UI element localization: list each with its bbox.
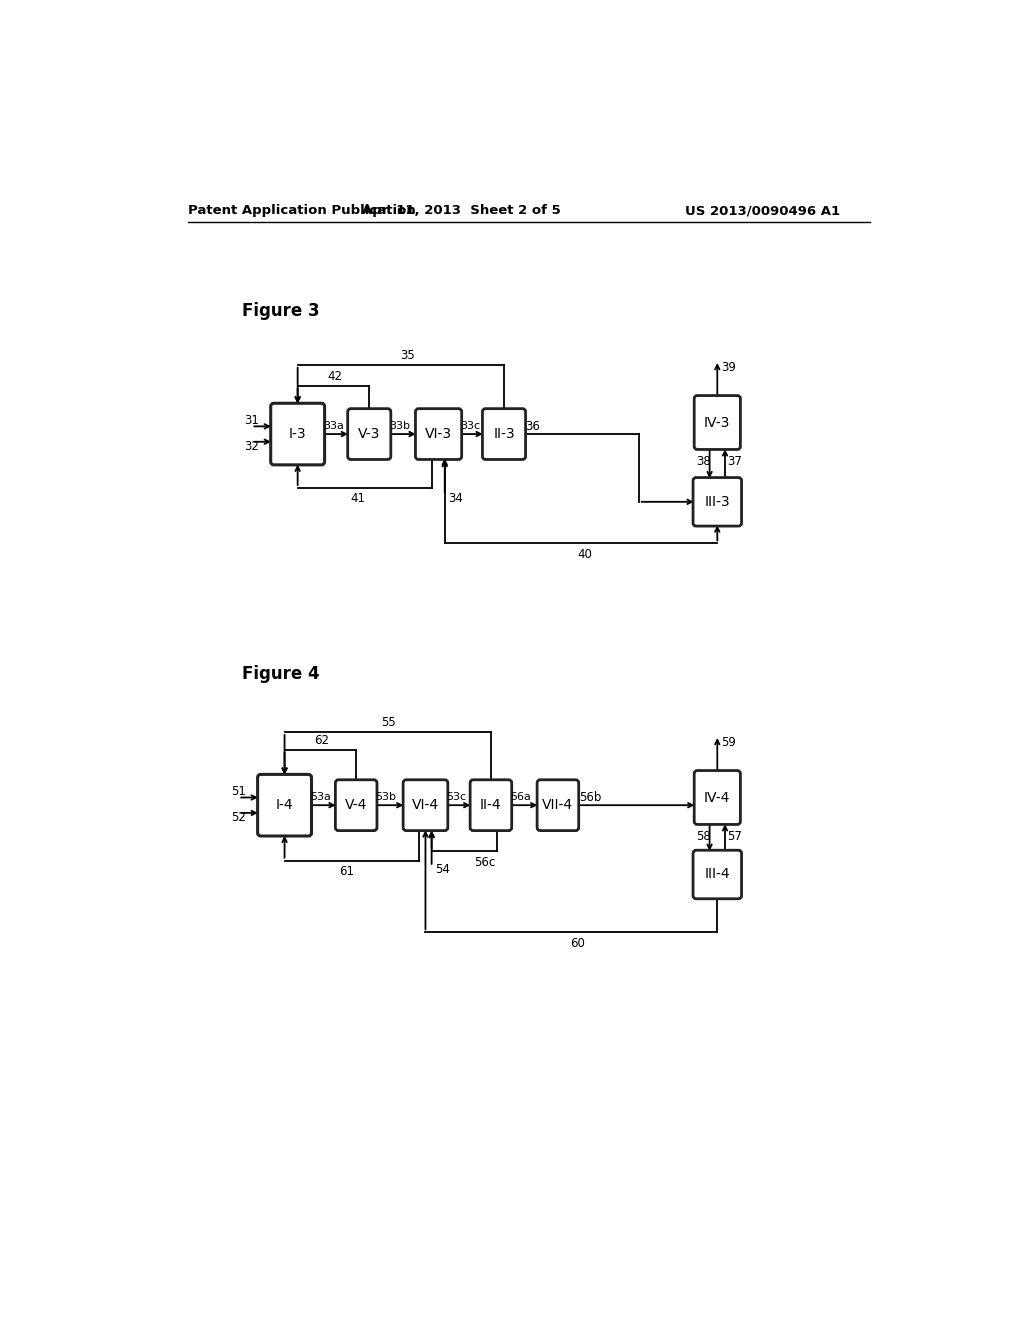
Text: VII-4: VII-4 [543,799,573,812]
Text: 33c: 33c [460,421,480,432]
Text: 60: 60 [569,936,585,949]
Text: 37: 37 [727,455,742,469]
Text: 33b: 33b [389,421,411,432]
Text: 62: 62 [314,734,329,747]
Text: US 2013/0090496 A1: US 2013/0090496 A1 [685,205,840,218]
FancyBboxPatch shape [348,409,391,459]
FancyBboxPatch shape [694,396,740,449]
Text: 61: 61 [339,865,353,878]
Text: 54: 54 [435,863,450,876]
Text: 57: 57 [727,829,742,842]
Text: 36: 36 [525,420,541,433]
Text: 51: 51 [230,785,246,797]
Text: I-4: I-4 [275,799,293,812]
Text: Patent Application Publication: Patent Application Publication [188,205,416,218]
FancyBboxPatch shape [470,780,512,830]
Text: 39: 39 [721,362,736,375]
Text: 31: 31 [245,413,259,426]
FancyBboxPatch shape [336,780,377,830]
Text: 56c: 56c [474,855,496,869]
FancyBboxPatch shape [416,409,462,459]
Text: V-3: V-3 [358,428,381,441]
Text: III-3: III-3 [705,495,730,508]
Text: 59: 59 [721,737,736,750]
Text: 41: 41 [350,492,366,506]
FancyBboxPatch shape [482,409,525,459]
Text: 42: 42 [327,370,342,383]
Text: III-4: III-4 [705,867,730,882]
FancyBboxPatch shape [403,780,447,830]
FancyBboxPatch shape [693,478,741,527]
FancyBboxPatch shape [258,775,311,836]
Text: 53b: 53b [376,792,396,803]
FancyBboxPatch shape [693,850,741,899]
Text: 40: 40 [578,548,592,561]
Text: II-3: II-3 [494,428,515,441]
Text: 38: 38 [695,455,711,469]
Text: 55: 55 [381,717,396,730]
FancyBboxPatch shape [270,404,325,465]
Text: 33a: 33a [323,421,344,432]
Text: Figure 3: Figure 3 [243,302,319,319]
Text: IV-4: IV-4 [705,791,730,804]
Text: 32: 32 [245,440,259,453]
Text: I-3: I-3 [289,428,306,441]
Text: 53a: 53a [310,792,331,803]
Text: 56a: 56a [510,792,531,803]
Text: 35: 35 [400,348,415,362]
Text: 58: 58 [695,829,711,842]
Text: V-4: V-4 [345,799,368,812]
Text: 56b: 56b [579,791,601,804]
Text: 53c: 53c [446,792,466,803]
Text: VI-3: VI-3 [425,428,453,441]
Text: Figure 4: Figure 4 [243,665,319,684]
Text: VI-4: VI-4 [412,799,439,812]
Text: 52: 52 [230,810,246,824]
Text: Apr. 11, 2013  Sheet 2 of 5: Apr. 11, 2013 Sheet 2 of 5 [362,205,561,218]
FancyBboxPatch shape [694,771,740,825]
Text: II-4: II-4 [480,799,502,812]
FancyBboxPatch shape [538,780,579,830]
Text: IV-3: IV-3 [705,416,730,429]
Text: 34: 34 [447,492,463,506]
